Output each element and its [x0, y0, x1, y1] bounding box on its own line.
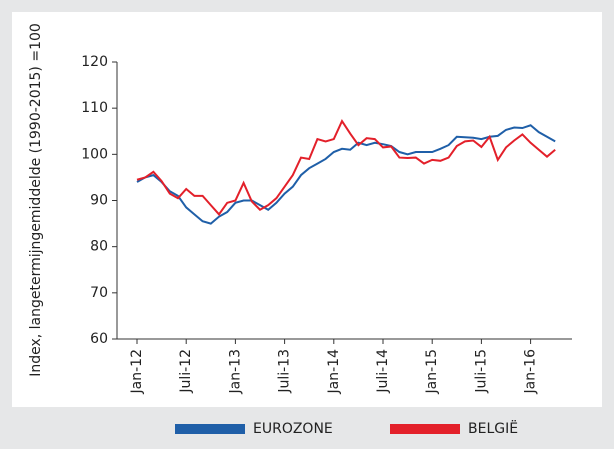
x-tick-label: Juli-12	[178, 349, 194, 394]
x-tick-label: Juli-14	[375, 349, 391, 394]
legend-swatch	[175, 424, 245, 434]
x-tick-label: Jan-13	[227, 349, 243, 394]
y-axis-label: Index, langetermijngemiddelde (1990-2015…	[28, 23, 44, 377]
y-tick-label: 60	[90, 331, 108, 347]
x-tick-label: Jan-12	[129, 349, 145, 394]
y-tick-label: 100	[81, 146, 108, 162]
legend-label: EUROZONE	[253, 421, 333, 437]
legend-label: BELGIË	[468, 419, 518, 437]
y-tick-label: 120	[81, 54, 108, 70]
series-line	[136, 124, 556, 225]
legend-swatch	[390, 424, 460, 434]
y-tick-label: 90	[90, 193, 108, 209]
y-tick-label: 80	[90, 239, 108, 255]
chart-panel	[12, 12, 602, 407]
series-line	[136, 119, 556, 216]
y-tick-label: 110	[81, 100, 108, 116]
x-tick-label: Juli-15	[473, 349, 489, 394]
x-tick-label: Jan-15	[424, 349, 440, 394]
y-tick-label: 70	[90, 285, 108, 301]
x-tick-label: Juli-13	[277, 349, 293, 394]
x-tick-label: Jan-16	[523, 349, 539, 395]
x-tick-label: Jan-14	[326, 349, 342, 395]
